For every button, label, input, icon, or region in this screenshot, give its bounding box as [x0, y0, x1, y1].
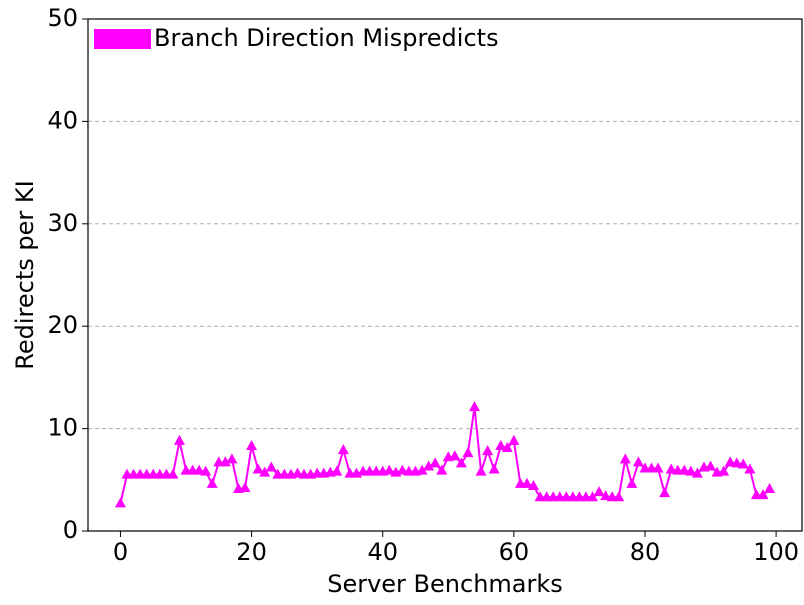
marker: [455, 457, 467, 468]
marker: [718, 465, 730, 476]
marker: [173, 434, 185, 445]
marker: [337, 444, 349, 455]
marker: [600, 490, 612, 501]
marker: [593, 486, 605, 497]
y-tick-label: 30: [47, 209, 78, 237]
marker: [678, 464, 690, 475]
marker: [239, 481, 251, 492]
x-tick-label: 100: [753, 538, 799, 566]
marker: [291, 467, 303, 478]
y-tick-label: 50: [47, 4, 78, 32]
marker: [495, 440, 507, 451]
marker: [659, 487, 671, 498]
marker: [744, 463, 756, 474]
marker: [501, 442, 513, 453]
marker: [737, 458, 749, 469]
marker: [488, 463, 500, 474]
marker: [383, 464, 395, 475]
marker: [705, 460, 717, 471]
x-tick-label: 40: [367, 538, 398, 566]
x-tick-label: 80: [630, 538, 661, 566]
x-tick-label: 60: [499, 538, 530, 566]
marker: [219, 456, 231, 467]
marker: [252, 463, 264, 474]
marker: [587, 491, 599, 502]
marker: [423, 460, 435, 471]
y-axis-label: Redirects per KI: [11, 180, 39, 369]
marker: [200, 465, 212, 476]
marker: [436, 464, 448, 475]
marker: [691, 467, 703, 478]
marker: [265, 461, 277, 472]
series-line: [119, 406, 771, 504]
plot-frame: [87, 18, 803, 532]
marker: [764, 483, 776, 494]
marker: [632, 456, 644, 467]
marker: [731, 457, 743, 468]
marker: [206, 477, 218, 488]
marker: [167, 468, 179, 479]
marker: [331, 465, 343, 476]
marker: [226, 453, 238, 464]
marker: [462, 447, 474, 458]
x-axis-label: Server Benchmarks: [327, 570, 563, 598]
marker: [508, 434, 520, 445]
marker: [757, 489, 769, 500]
marker: [482, 445, 494, 456]
marker: [528, 479, 540, 490]
y-tick-label: 0: [63, 516, 78, 544]
y-tick-label: 20: [47, 311, 78, 339]
marker: [652, 462, 664, 473]
marker: [626, 477, 638, 488]
marker: [521, 477, 533, 488]
marker: [416, 464, 428, 475]
marker: [613, 491, 625, 502]
marker: [246, 440, 258, 451]
marker: [665, 463, 677, 474]
marker: [469, 401, 481, 412]
marker: [685, 465, 697, 476]
y-tick-label: 40: [47, 106, 78, 134]
y-tick-label: 10: [47, 414, 78, 442]
marker: [475, 465, 487, 476]
legend-label: Branch Direction Mispredicts: [154, 24, 499, 52]
marker: [724, 456, 736, 467]
marker: [429, 457, 441, 468]
marker: [193, 464, 205, 475]
x-tick-label: 0: [113, 538, 128, 566]
marker: [396, 464, 408, 475]
marker: [259, 466, 271, 477]
marker: [449, 450, 461, 461]
marker: [619, 453, 631, 464]
legend-swatch: [94, 29, 151, 49]
marker: [114, 497, 126, 508]
x-tick-label: 20: [236, 538, 267, 566]
